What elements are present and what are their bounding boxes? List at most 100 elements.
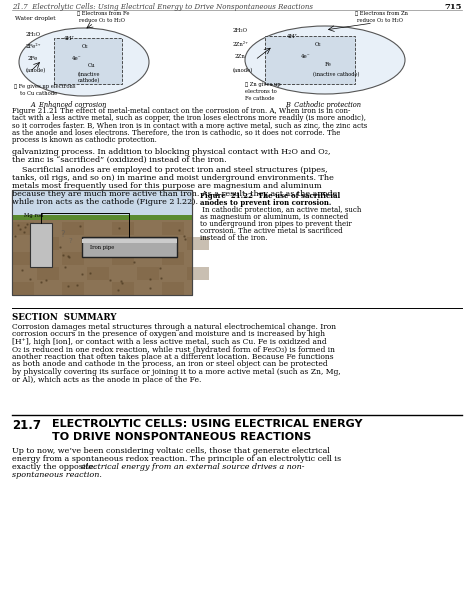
- Bar: [137, 267, 159, 280]
- Bar: [12, 282, 34, 295]
- Text: corrosion. The active metal is sacrificed: corrosion. The active metal is sacrifice…: [200, 227, 343, 235]
- Text: ② Electrons from Fe: ② Electrons from Fe: [77, 11, 129, 16]
- Text: energy from a spontaneous redox reaction. The principle of an electrolytic cell : energy from a spontaneous redox reaction…: [12, 455, 341, 463]
- Text: Figure  21.22  The use of sacrificial: Figure 21.22 The use of sacrificial: [200, 192, 340, 200]
- Text: reduce O₂ to H₂O: reduce O₂ to H₂O: [357, 18, 403, 23]
- Bar: [162, 222, 184, 235]
- Text: Cu: Cu: [88, 63, 96, 68]
- Bar: [54, 38, 122, 84]
- Bar: [12, 215, 192, 295]
- Text: instead of the iron.: instead of the iron.: [200, 234, 267, 242]
- Text: to Cu cathode: to Cu cathode: [20, 91, 57, 96]
- Bar: [30, 223, 52, 267]
- Text: O₂ is reduced in one redox reaction, while rust (hydrated form of Fe₂O₃) is form: O₂ is reduced in one redox reaction, whi…: [12, 345, 335, 354]
- Text: 4H⁺: 4H⁺: [64, 36, 75, 41]
- Text: O₂: O₂: [82, 44, 89, 49]
- Bar: [12, 190, 192, 295]
- Text: spontaneous reaction.: spontaneous reaction.: [12, 471, 102, 479]
- Text: by physically covering its surface or joining it to a more active metal (such as: by physically covering its surface or jo…: [12, 368, 341, 376]
- Bar: [87, 267, 109, 280]
- Bar: [112, 282, 134, 295]
- Text: Sacrificial anodes are employed to protect iron and steel structures (pipes,: Sacrificial anodes are employed to prote…: [12, 166, 328, 174]
- Text: electrons to: electrons to: [245, 89, 277, 94]
- Text: reduce O₂ to H₂O: reduce O₂ to H₂O: [79, 18, 125, 23]
- Bar: [62, 222, 84, 235]
- Text: (anode): (anode): [233, 68, 254, 73]
- Bar: [112, 222, 134, 235]
- Text: A  Enhanced corrosion: A Enhanced corrosion: [30, 101, 106, 109]
- Text: O₂: O₂: [315, 42, 322, 47]
- Text: as the anode and loses electrons. Therefore, the iron is cathodic, so it does no: as the anode and loses electrons. Theref…: [12, 129, 340, 137]
- Text: as both anode and cathode in the process, an iron or steel object can be protect: as both anode and cathode in the process…: [12, 361, 328, 368]
- Text: (inactive: (inactive: [78, 72, 100, 77]
- Text: because they are much more active than iron. As a result, they act as the anode: because they are much more active than i…: [12, 190, 337, 198]
- Bar: [12, 215, 192, 220]
- Bar: [82, 237, 177, 257]
- Text: 2H₂O: 2H₂O: [233, 28, 248, 33]
- Text: or Al), which acts as the anode in place of the Fe.: or Al), which acts as the anode in place…: [12, 376, 201, 384]
- Bar: [162, 252, 184, 265]
- Text: 715: 715: [445, 3, 462, 11]
- Text: 2Zn²⁺: 2Zn²⁺: [233, 42, 249, 47]
- Text: as magnesium or aluminum, is connected: as magnesium or aluminum, is connected: [200, 213, 348, 221]
- Bar: [162, 282, 184, 295]
- Text: Water droplet: Water droplet: [15, 16, 55, 21]
- Bar: [62, 282, 84, 295]
- Bar: [12, 252, 34, 265]
- Bar: [12, 222, 34, 235]
- Text: 21.7: 21.7: [12, 419, 41, 432]
- Bar: [62, 252, 84, 265]
- Text: ?: ?: [68, 238, 72, 244]
- Bar: [265, 36, 355, 84]
- Bar: [137, 237, 159, 250]
- Text: (inactive cathode): (inactive cathode): [313, 72, 359, 77]
- Text: TO DRIVE NONSPONTANEOUS REACTIONS: TO DRIVE NONSPONTANEOUS REACTIONS: [52, 432, 311, 442]
- Bar: [37, 237, 59, 250]
- Text: Up to now, we’ve been considering voltaic cells, those that generate electrical: Up to now, we’ve been considering voltai…: [12, 447, 330, 455]
- Text: while iron acts as the cathode (Figure 2 l.22).: while iron acts as the cathode (Figure 2…: [12, 198, 198, 206]
- Text: ① Fe gives up electrons: ① Fe gives up electrons: [14, 84, 75, 89]
- Text: 21.7  Electrolytic Cells: Using Electrical Energy to Drive Nonspontaneous Reacti: 21.7 Electrolytic Cells: Using Electrica…: [12, 3, 313, 11]
- Text: 4e⁻: 4e⁻: [301, 54, 310, 59]
- Text: Mg rod: Mg rod: [24, 213, 44, 218]
- Text: 2Zn: 2Zn: [235, 54, 246, 59]
- Text: B  Cathodic protection: B Cathodic protection: [285, 101, 361, 109]
- Text: corrosion occurs in the presence of oxygen and moisture and is increased by high: corrosion occurs in the presence of oxyg…: [12, 331, 325, 339]
- Bar: [37, 267, 59, 280]
- Text: cathode): cathode): [78, 78, 100, 83]
- Text: 4e⁻: 4e⁻: [72, 56, 82, 61]
- Text: metals most frequently used for this purpose are magnesium and aluminum: metals most frequently used for this pur…: [12, 182, 322, 190]
- Text: exactly the opposite:: exactly the opposite:: [12, 463, 99, 471]
- Bar: [12, 190, 192, 215]
- Text: SECTION  SUMMARY: SECTION SUMMARY: [12, 313, 117, 322]
- Text: ELECTROLYTIC CELLS: USING ELECTRICAL ENERGY: ELECTROLYTIC CELLS: USING ELECTRICAL ENE…: [52, 419, 363, 429]
- Text: electrical energy from an external source drives a non-: electrical energy from an external sourc…: [82, 463, 305, 471]
- Ellipse shape: [245, 26, 405, 94]
- Text: (anode): (anode): [26, 68, 46, 73]
- Text: tanks, oil rigs, and so on) in marine and moist underground environments. The: tanks, oil rigs, and so on) in marine an…: [12, 174, 334, 182]
- Bar: [112, 252, 134, 265]
- Text: the zinc is “sacrificed” (oxidized) instead of the iron.: the zinc is “sacrificed” (oxidized) inst…: [12, 156, 227, 164]
- Text: Iron pipe: Iron pipe: [90, 245, 114, 251]
- Text: ?: ?: [60, 230, 64, 239]
- Text: ① Zn gives up: ① Zn gives up: [245, 82, 281, 87]
- Bar: [82, 239, 177, 243]
- Ellipse shape: [19, 28, 149, 96]
- Text: ② Electrons from Zn: ② Electrons from Zn: [355, 11, 408, 16]
- Bar: [87, 237, 109, 250]
- Text: In cathodic protection, an active metal, such: In cathodic protection, an active metal,…: [200, 206, 361, 214]
- Text: Corrosion damages metal structures through a natural electrochemical change. Iro: Corrosion damages metal structures throu…: [12, 323, 336, 331]
- Text: [H⁺], high [ion], or contact with a less active metal, such as Cu. Fe is oxidize: [H⁺], high [ion], or contact with a less…: [12, 338, 327, 346]
- Text: process is known as cathodic protection.: process is known as cathodic protection.: [12, 136, 157, 144]
- Text: 2Fe: 2Fe: [28, 56, 38, 61]
- Text: 2H₂O: 2H₂O: [26, 32, 41, 37]
- Text: Fe: Fe: [325, 62, 332, 67]
- Bar: [187, 267, 209, 280]
- Bar: [187, 237, 209, 250]
- Text: 2Fe²⁺: 2Fe²⁺: [26, 44, 42, 49]
- Text: galvanizing process. In addition to blocking physical contact with H₂O and O₂,: galvanizing process. In addition to bloc…: [12, 148, 330, 156]
- Text: anodes to prevent iron corrosion.: anodes to prevent iron corrosion.: [200, 199, 331, 207]
- Text: to underground iron pipes to prevent their: to underground iron pipes to prevent the…: [200, 220, 352, 228]
- Text: tact with a less active metal, such as copper, the iron loses electrons more rea: tact with a less active metal, such as c…: [12, 114, 366, 122]
- Text: another reaction that often takes place at a different location. Because Fe func: another reaction that often takes place …: [12, 353, 334, 361]
